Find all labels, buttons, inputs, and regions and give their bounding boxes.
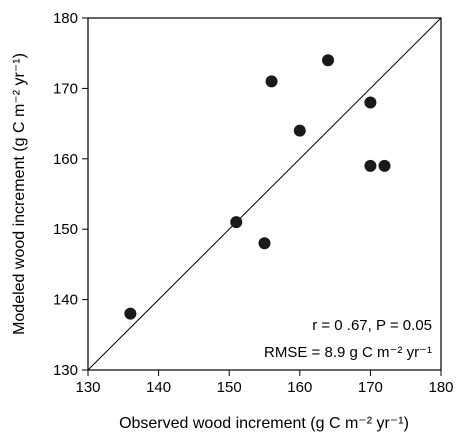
x-axis-ticks: 130 140 150 160 170 180 xyxy=(75,370,454,396)
data-point-4 xyxy=(265,75,278,88)
x-tick-label: 150 xyxy=(217,379,242,396)
x-tick-label: 170 xyxy=(358,379,383,396)
y-tick-label: 130 xyxy=(53,362,78,379)
data-point-1 xyxy=(124,307,137,320)
data-point-6 xyxy=(322,54,335,67)
data-points xyxy=(124,54,391,320)
y-tick-label: 180 xyxy=(53,10,78,27)
annotation-rmse: RMSE = 8.9 g C m⁻² yr⁻¹ xyxy=(264,344,432,361)
data-point-8 xyxy=(364,159,377,172)
y-axis-label: Modeled wood increment (g C m⁻² yr⁻¹) xyxy=(11,53,28,335)
y-tick-label: 160 xyxy=(53,151,78,168)
data-point-2 xyxy=(230,216,243,229)
y-tick-label: 150 xyxy=(53,221,78,238)
annotation-r-p: r = 0 .67, P = 0.05 xyxy=(312,317,432,334)
x-axis-label: Observed wood increment (g C m⁻² yr⁻¹) xyxy=(119,415,409,432)
data-point-7 xyxy=(364,96,377,109)
y-tick-label: 170 xyxy=(53,80,78,97)
y-axis-ticks: 130 140 150 160 170 180 xyxy=(53,10,88,379)
x-tick-label: 160 xyxy=(287,379,312,396)
y-tick-label: 140 xyxy=(53,292,78,309)
data-point-9 xyxy=(378,159,391,172)
x-tick-label: 180 xyxy=(428,379,453,396)
data-point-3 xyxy=(258,237,271,250)
x-tick-label: 130 xyxy=(75,379,100,396)
x-tick-label: 140 xyxy=(146,379,171,396)
data-point-5 xyxy=(293,124,306,137)
plot-frame xyxy=(87,17,442,371)
one-to-one-line xyxy=(87,17,442,371)
